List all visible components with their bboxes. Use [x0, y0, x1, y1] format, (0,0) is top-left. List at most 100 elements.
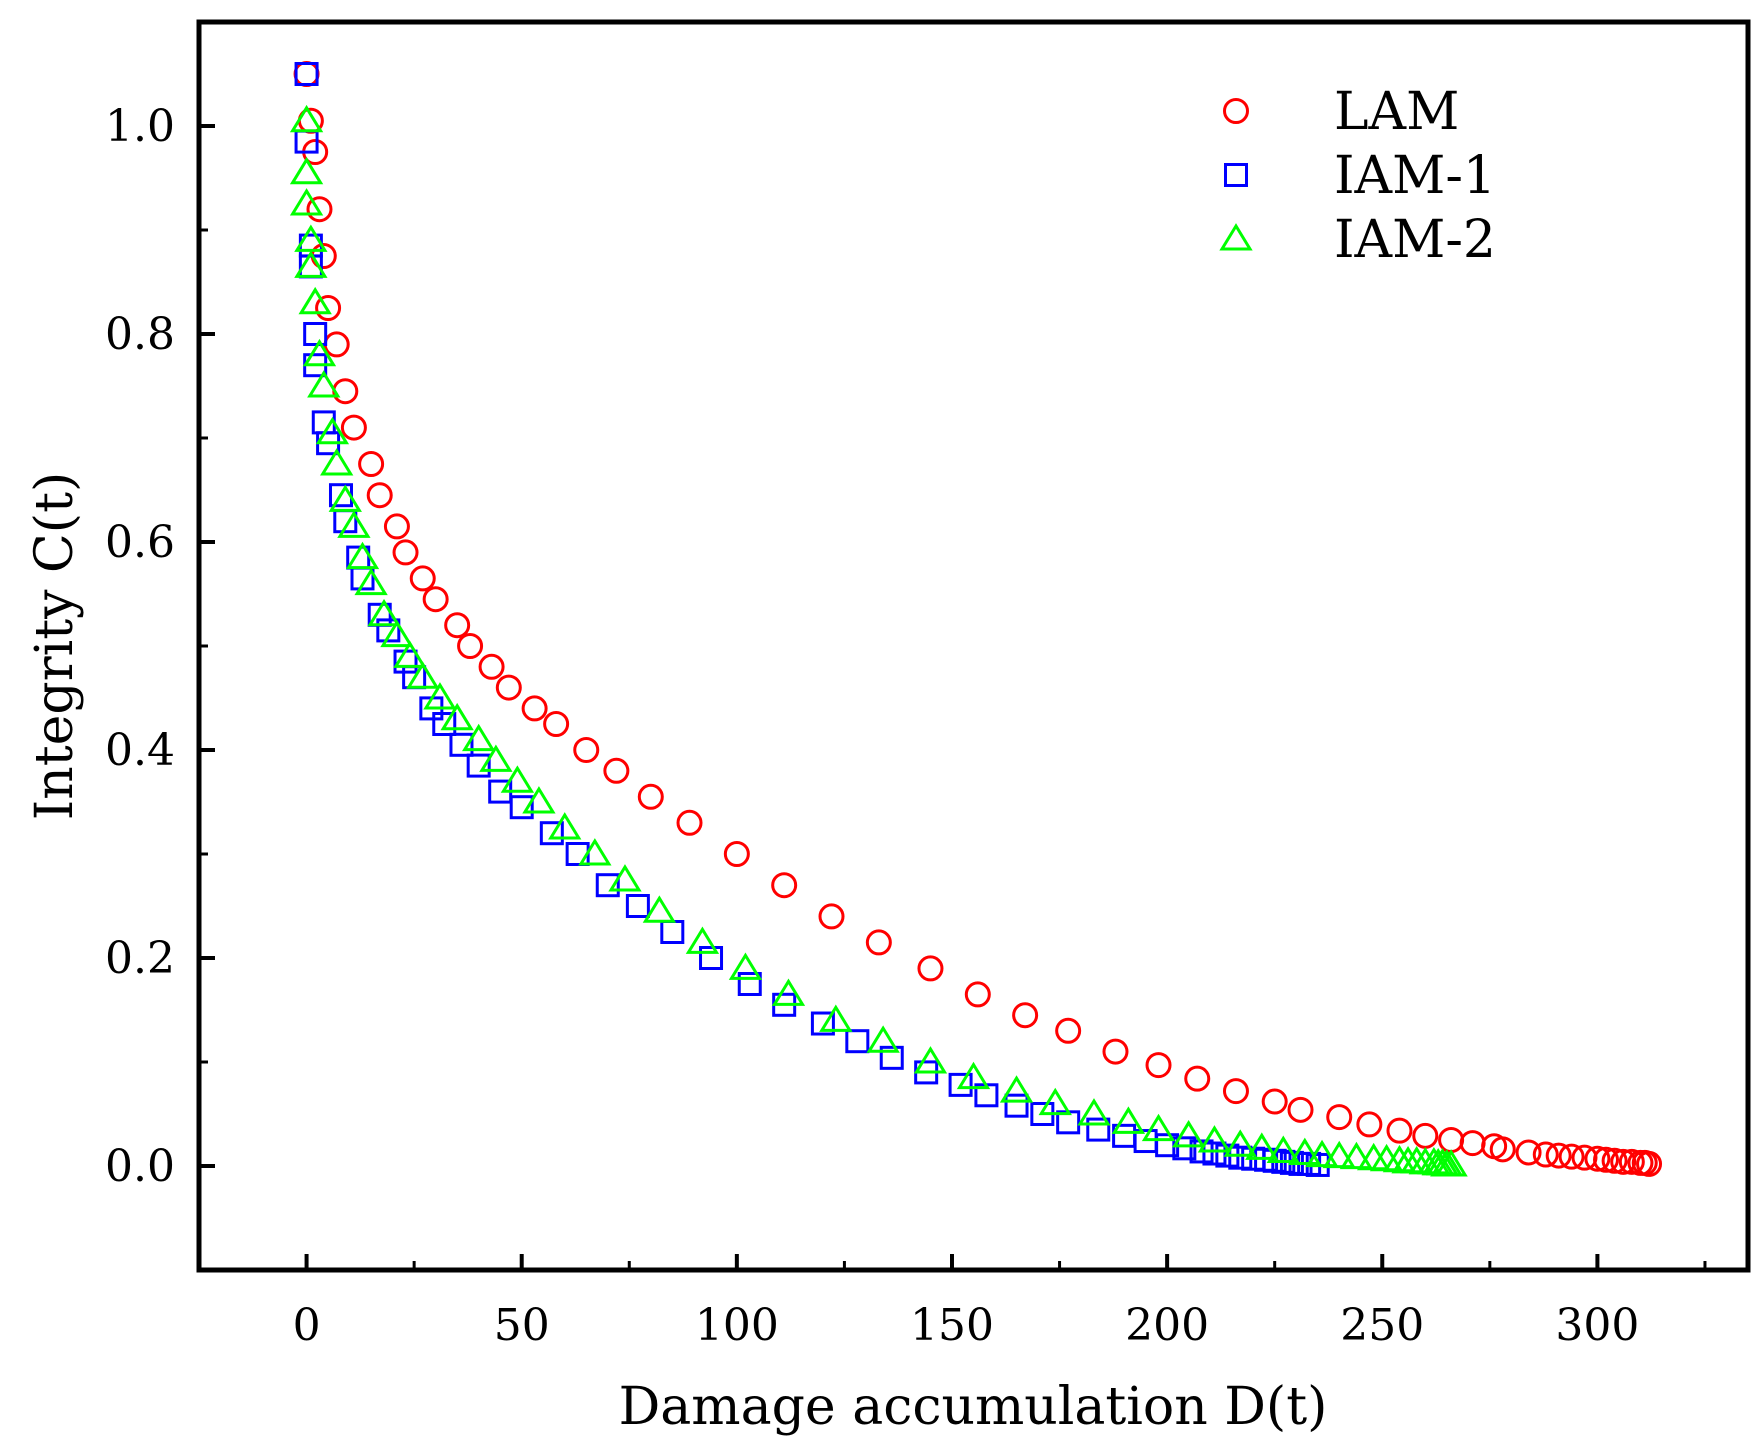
x-axis-title: Damage accumulation D(t)	[619, 1377, 1328, 1437]
data-point-lam	[340, 414, 367, 441]
data-point-lam	[358, 451, 385, 477]
data-point-iam-1	[539, 821, 564, 846]
data-point-iam-2	[479, 744, 513, 772]
data-point-lam	[306, 196, 333, 223]
data-point-iam-2	[866, 1025, 900, 1053]
data-point-lam	[315, 295, 342, 321]
data-point-iam-1	[737, 972, 762, 996]
data-point-lam	[457, 633, 484, 659]
data-point-lam	[478, 653, 505, 680]
data-point-iam-2	[685, 926, 720, 954]
series-lam	[293, 61, 1663, 1177]
data-point-iam-2	[1223, 1129, 1257, 1157]
data-point-iam-2	[354, 567, 388, 596]
data-point-iam-1	[1086, 1117, 1111, 1142]
data-point-lam	[1356, 1111, 1383, 1138]
data-point-lam	[865, 929, 892, 956]
data-point-lam	[1102, 1038, 1129, 1065]
x-tick-label: 100	[695, 1300, 779, 1351]
data-point-iam-2	[771, 978, 806, 1006]
y-tick-label: 1.0	[105, 101, 175, 152]
data-point-iam-2	[500, 765, 535, 793]
data-point-iam-2	[1038, 1087, 1072, 1116]
data-point-lam	[422, 586, 449, 613]
data-point-iam-2	[367, 598, 401, 627]
data-point-iam-2	[345, 541, 380, 570]
data-point-iam-2	[380, 619, 414, 648]
axis-layer: 0 50 100 150 200 250 300 0.0 0.2 0.4 0.6 0.8 1.0	[105, 20, 1707, 1351]
data-point-lam	[1326, 1104, 1353, 1131]
data-point-iam-2	[298, 286, 332, 315]
data-point-iam-2	[1434, 1149, 1468, 1177]
data-point-lam	[323, 331, 350, 358]
data-point-lam	[1055, 1017, 1082, 1044]
data-point-iam-2	[462, 723, 496, 752]
data-point-lam	[1459, 1130, 1486, 1157]
data-point-lam	[521, 695, 548, 722]
data-point-iam-1	[948, 1072, 973, 1097]
y-tick-label: 0.2	[105, 933, 175, 984]
data-point-lam	[1584, 1145, 1611, 1172]
x-tick-label: 250	[1340, 1300, 1424, 1351]
data-point-iam-2	[406, 661, 440, 689]
data-point-iam-1	[1202, 1141, 1227, 1166]
data-point-lam	[1601, 1147, 1628, 1174]
data-point-iam-2	[289, 188, 324, 216]
data-point-iam-1	[595, 873, 620, 898]
legend-marker-iam-1	[1224, 163, 1248, 187]
series-iam-1	[294, 62, 1330, 1177]
data-point-lam	[1618, 1148, 1645, 1175]
data-point-lam	[1558, 1143, 1585, 1170]
data-point-iam-2	[1077, 1098, 1111, 1126]
data-point-lam	[676, 809, 703, 836]
data-point-iam-2	[956, 1061, 991, 1090]
data-point-iam-2	[307, 370, 341, 398]
data-point-iam-1	[879, 1045, 904, 1070]
data-point-iam-2	[315, 416, 350, 445]
data-point-lam	[818, 903, 845, 930]
data-point-iam-2	[302, 338, 337, 367]
data-point-iam-1	[432, 712, 457, 736]
data-point-lam	[637, 783, 664, 810]
data-point-iam-2	[819, 1004, 853, 1032]
data-point-iam-2	[289, 156, 324, 185]
data-point-iam-1	[466, 753, 491, 778]
x-tick-label: 50	[494, 1300, 550, 1351]
data-point-iam-2	[1171, 1119, 1206, 1148]
data-point-lam	[603, 757, 630, 784]
data-point-lam	[332, 378, 359, 405]
data-point-lam	[1545, 1142, 1572, 1169]
x-tick-label: 0	[293, 1300, 321, 1351]
data-point-iam-2	[728, 952, 763, 980]
data-point-iam-2	[578, 838, 612, 866]
data-point-lam	[1412, 1122, 1439, 1149]
data-point-iam-2	[393, 640, 427, 668]
data-point-lam	[409, 565, 436, 592]
series-iam-2	[289, 104, 1468, 1177]
data-point-iam-2	[1197, 1125, 1232, 1153]
data-point-iam-2	[1322, 1140, 1356, 1169]
y-axis-title: Integrity C(t)	[25, 472, 85, 821]
y-tick-label: 0.4	[105, 725, 175, 776]
data-point-iam-2	[548, 812, 582, 840]
data-point-iam-2	[1266, 1135, 1300, 1163]
data-point-iam-1	[303, 322, 328, 346]
data-point-lam	[366, 482, 393, 509]
data-point-iam-2	[337, 510, 371, 538]
data-point-lam	[495, 674, 522, 701]
data-point-lam	[917, 955, 944, 982]
data-point-iam-1	[294, 62, 319, 86]
data-point-iam-1	[660, 920, 685, 944]
data-point-iam-1	[810, 1011, 835, 1036]
data-point-iam-1	[699, 946, 724, 970]
y-tick-label: 0.6	[105, 517, 175, 568]
plot-frame	[196, 19, 1751, 1273]
data-point-iam-2	[1111, 1106, 1146, 1134]
data-point-lam	[723, 841, 750, 867]
legend-label-iam-2: IAM-2	[1334, 210, 1496, 270]
data-point-iam-2	[294, 224, 328, 252]
data-point-iam-2	[642, 895, 677, 923]
data-point-iam-2	[1245, 1132, 1279, 1160]
data-point-lam	[1532, 1141, 1559, 1168]
